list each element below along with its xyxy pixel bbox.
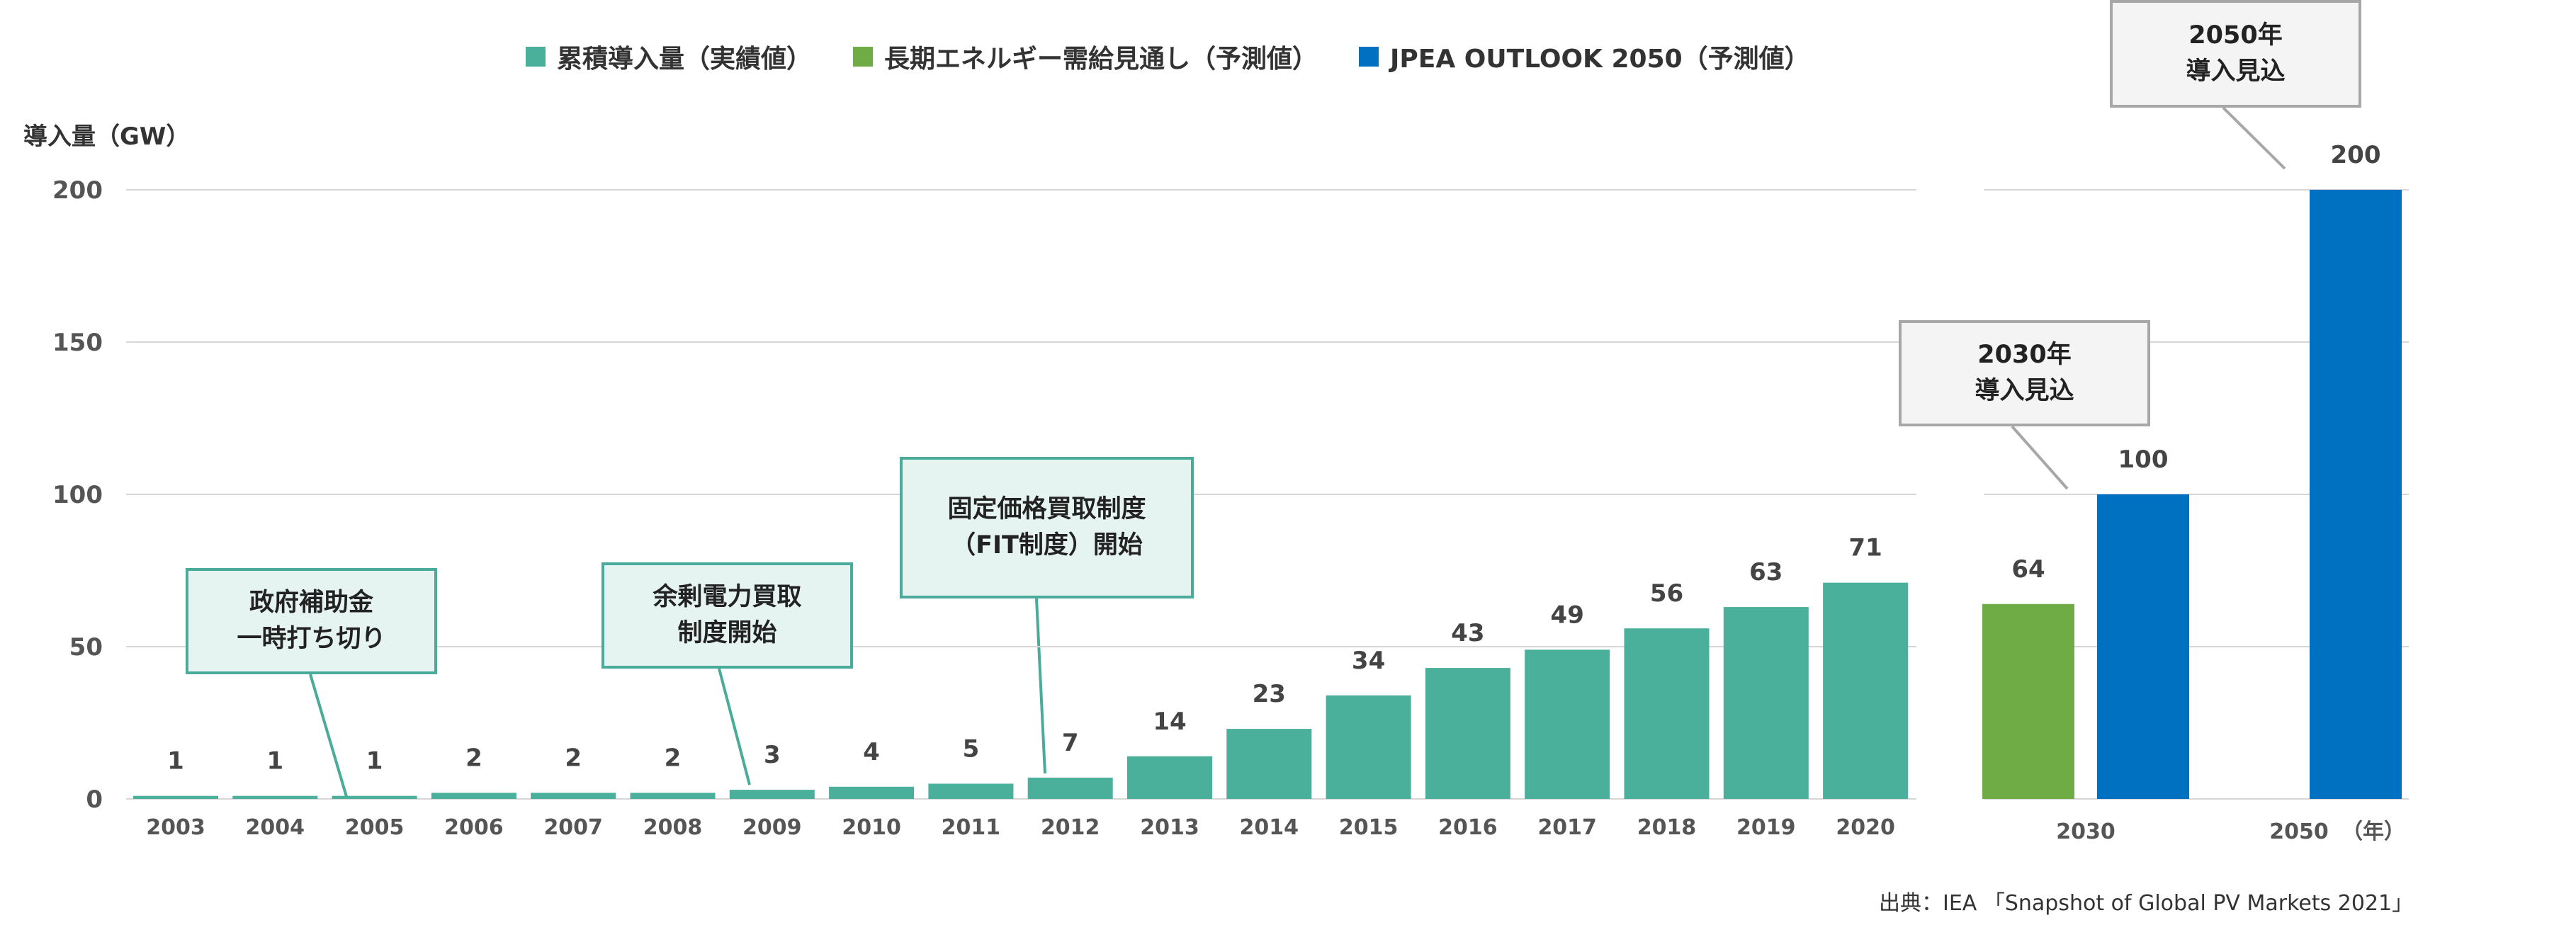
bar-actual-2017 xyxy=(1525,649,1610,799)
leader-line-subsidy-end xyxy=(309,674,349,800)
data-label-actual-2010: 4 xyxy=(863,738,880,766)
bar-actual-2007 xyxy=(531,793,616,799)
bar-actual-2013 xyxy=(1127,756,1212,799)
legend-label-actual: 累積導入量（実績値） xyxy=(557,45,813,74)
x-tick-label-2003: 2003 xyxy=(146,815,205,840)
data-label-energy-outlook-2030: 64 xyxy=(2011,555,2045,584)
callout-2050-outlook: 2050年 導入見込 xyxy=(2110,0,2361,108)
leader-line-fit-start xyxy=(1035,598,1046,774)
bar-actual-2012 xyxy=(1027,777,1113,799)
data-label-actual-2016: 43 xyxy=(1451,619,1484,647)
bar-actual-2011 xyxy=(928,783,1014,799)
bar-actual-2016 xyxy=(1425,668,1510,799)
data-label-actual-2020: 71 xyxy=(1848,534,1882,562)
leader-line-2050 xyxy=(2222,106,2286,170)
legend-label-energy-outlook: 長期エネルギー需給見通し（予測値） xyxy=(884,45,1318,74)
data-label-actual-2015: 34 xyxy=(1352,647,1385,675)
bar-actual-2006 xyxy=(431,793,516,799)
data-label-actual-2014: 23 xyxy=(1253,680,1286,708)
y-tick-label: 50 xyxy=(69,633,103,662)
bar-actual-2003 xyxy=(133,795,218,799)
bar-energy-outlook-2030 xyxy=(1982,603,2074,799)
data-label-actual-2004: 1 xyxy=(266,747,283,776)
x-tick-label-2017: 2017 xyxy=(1537,815,1597,840)
x-tick-label-2005: 2005 xyxy=(345,815,405,840)
legend-swatch-jpea xyxy=(1359,47,1379,67)
bar-actual-2009 xyxy=(729,790,815,799)
data-label-actual-2007: 2 xyxy=(565,744,582,772)
x-tick-label-2050: 2050 xyxy=(2269,819,2329,844)
x-tick-label-2009: 2009 xyxy=(742,815,802,840)
legend: 累積導入量（実績値） 長期エネルギー需給見通し（予測値） JPEA OUTLOO… xyxy=(526,38,1810,75)
callout-fit-start: 固定価格買取制度 （FIT制度）開始 xyxy=(900,457,1194,598)
bar-actual-2018 xyxy=(1624,628,1710,799)
x-tick-label-2006: 2006 xyxy=(444,815,504,840)
bar-actual-2010 xyxy=(829,786,915,799)
x-tick-label-2004: 2004 xyxy=(246,815,305,840)
data-label-actual-2003: 1 xyxy=(167,747,184,776)
legend-item-jpea: JPEA OUTLOOK 2050（予測値） xyxy=(1359,38,1810,75)
data-label-actual-2011: 5 xyxy=(963,735,980,764)
source-note: 出典：IEA 「Snapshot of Global PV Markets 20… xyxy=(1879,891,2414,916)
data-label-actual-2006: 2 xyxy=(465,744,482,772)
x-tick-label-2015: 2015 xyxy=(1339,815,1399,840)
y-tick-label: 150 xyxy=(52,329,103,357)
x-tick-label-2010: 2010 xyxy=(842,815,901,840)
x-axis-unit-label: （年） xyxy=(2341,819,2405,844)
leader-line-surplus-purchase xyxy=(718,668,751,785)
data-label-actual-2018: 56 xyxy=(1650,579,1683,608)
bar-actual-2019 xyxy=(1723,607,1809,799)
x-tick-label-2019: 2019 xyxy=(1736,815,1796,840)
data-label-jpea-2030: 100 xyxy=(2118,446,2169,474)
data-label-actual-2005: 1 xyxy=(366,747,383,776)
legend-swatch-energy-outlook xyxy=(853,47,874,67)
bar-actual-2020 xyxy=(1823,582,1909,799)
bar-actual-2015 xyxy=(1326,695,1411,799)
legend-swatch-actual xyxy=(526,47,546,67)
bar-actual-2005 xyxy=(332,795,417,799)
callout-subsidy-end: 政府補助金 一時打ち切り xyxy=(186,568,437,674)
y-axis-title: 導入量（GW） xyxy=(23,123,191,151)
leader-line-2030 xyxy=(2011,425,2069,490)
callout-2030-outlook: 2030年 導入見込 xyxy=(1899,320,2150,426)
legend-item-energy-outlook: 長期エネルギー需給見通し（予測値） xyxy=(853,38,1318,75)
bar-jpea-2050 xyxy=(2310,190,2402,799)
x-tick-label-2014: 2014 xyxy=(1240,815,1299,840)
data-label-actual-2017: 49 xyxy=(1551,601,1584,629)
bar-actual-2008 xyxy=(630,793,716,799)
x-tick-label-2011: 2011 xyxy=(942,815,1001,840)
bar-jpea-2030 xyxy=(2097,494,2189,799)
legend-item-actual: 累積導入量（実績値） xyxy=(526,38,812,75)
data-label-actual-2008: 2 xyxy=(665,744,682,772)
legend-label-jpea: JPEA OUTLOOK 2050（予測値） xyxy=(1390,45,1810,74)
data-label-jpea-2050: 200 xyxy=(2331,141,2381,169)
x-tick-label-2013: 2013 xyxy=(1140,815,1199,840)
x-tick-label-2018: 2018 xyxy=(1637,815,1697,840)
y-tick-label: 100 xyxy=(52,481,103,509)
x-tick-label-2012: 2012 xyxy=(1041,815,1100,840)
bar-actual-2004 xyxy=(232,795,318,799)
x-tick-label-2020: 2020 xyxy=(1836,815,1895,840)
data-label-actual-2019: 63 xyxy=(1749,558,1783,586)
y-tick-label: 0 xyxy=(86,785,103,814)
x-tick-label-2008: 2008 xyxy=(643,815,703,840)
x-tick-label-2016: 2016 xyxy=(1438,815,1498,840)
x-tick-label-2030: 2030 xyxy=(2056,819,2115,844)
callout-surplus-purchase: 余剰電力買取 制度開始 xyxy=(601,562,853,669)
x-tick-label-2007: 2007 xyxy=(543,815,603,840)
data-label-actual-2009: 3 xyxy=(764,741,781,769)
data-label-actual-2012: 7 xyxy=(1062,729,1079,757)
data-label-actual-2013: 14 xyxy=(1153,708,1186,736)
bar-actual-2014 xyxy=(1226,729,1312,799)
y-tick-label: 200 xyxy=(52,176,103,205)
